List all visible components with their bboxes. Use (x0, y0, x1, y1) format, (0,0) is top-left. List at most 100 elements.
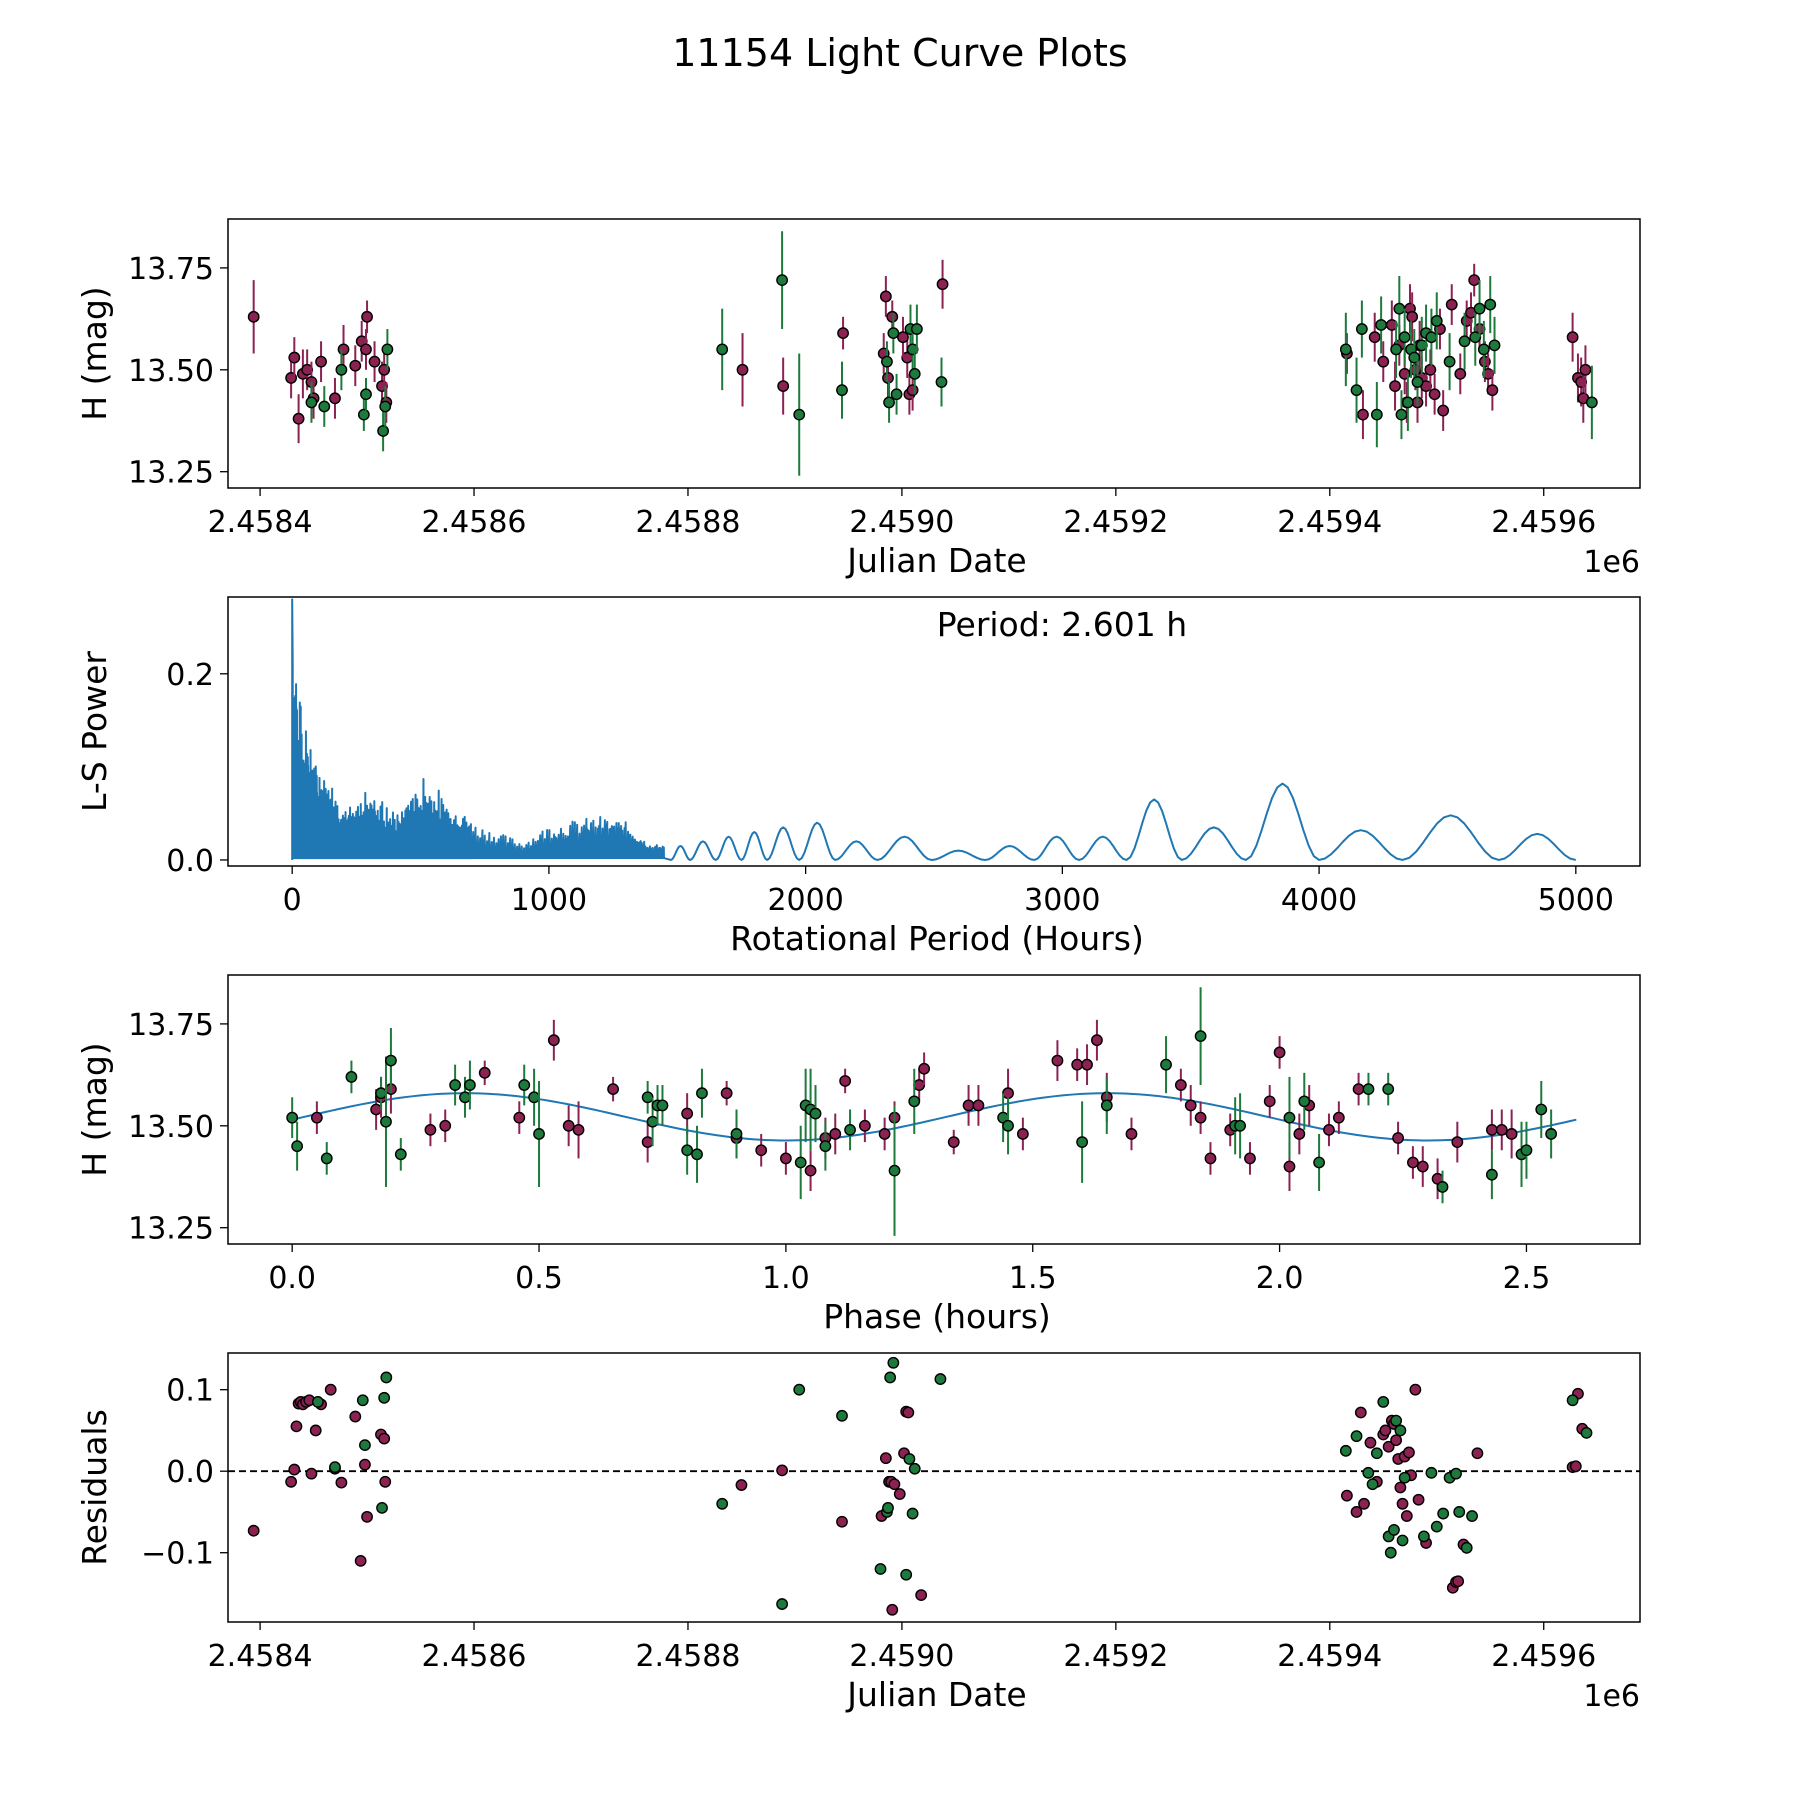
data-point (1484, 298, 1497, 311)
data-point (1091, 1034, 1103, 1047)
data-point (1204, 1152, 1217, 1165)
y-tick-label: 0.1 (166, 1374, 214, 1409)
data-point (1358, 1497, 1370, 1510)
data-point (1352, 1083, 1365, 1096)
x-tick-label: 2.4590 (849, 505, 954, 540)
data-point (755, 1144, 768, 1157)
axes-frame (227, 1352, 1641, 1623)
axes-frame (227, 596, 1641, 867)
data-point (1081, 1058, 1093, 1071)
data-point (1354, 1406, 1367, 1419)
data-point (794, 1156, 807, 1169)
data-point (381, 343, 394, 356)
data-point (1100, 1099, 1113, 1112)
x-tick-label: 2.4588 (635, 505, 740, 540)
data-point (1437, 404, 1450, 417)
x-tick-label: 5000 (1538, 883, 1614, 918)
data-point (1392, 1132, 1404, 1144)
data-point (1436, 1181, 1449, 1193)
data-point (1293, 1128, 1306, 1140)
data-point (1071, 1058, 1084, 1071)
y-axis-label: Residuals (75, 1409, 114, 1566)
data-point (357, 408, 370, 421)
data-point (1298, 1095, 1311, 1108)
data-point (1350, 384, 1363, 397)
y-tick-label: 0.0 (166, 1455, 214, 1490)
data-point (1437, 1507, 1450, 1520)
data-point (305, 1467, 318, 1480)
data-point (881, 355, 893, 368)
data-point (380, 1371, 393, 1384)
y-tick-label: 13.25 (128, 1212, 214, 1247)
x-tick-label: 1.5 (1009, 1261, 1057, 1296)
data-point (379, 400, 392, 413)
data-point (888, 1478, 901, 1491)
data-point (311, 1396, 324, 1408)
data-point (1355, 323, 1368, 335)
data-point (884, 1371, 897, 1384)
data-point (349, 359, 362, 372)
data-point (1409, 1383, 1422, 1396)
data-point (1396, 1497, 1409, 1510)
data-point (359, 1439, 371, 1452)
x-tick-label: 2.0 (1256, 1261, 1304, 1296)
data-point (908, 1462, 921, 1475)
data-point (776, 274, 789, 287)
data-point (518, 1079, 531, 1091)
data-point (777, 380, 790, 393)
data-point (1425, 1466, 1438, 1479)
data-point (361, 1510, 373, 1523)
data-point (1184, 1099, 1197, 1112)
data-point (1375, 319, 1388, 331)
data-point (882, 372, 894, 384)
data-point (528, 1091, 540, 1104)
data-point (315, 355, 327, 368)
x-tick-label: 0 (283, 883, 302, 918)
data-point (1400, 1510, 1413, 1522)
data-point (1424, 363, 1437, 376)
data-point (1362, 1083, 1375, 1096)
data-point (1393, 302, 1406, 315)
data-point (1396, 1534, 1409, 1547)
x-tick-label: 2.4592 (1063, 505, 1168, 540)
y-tick-label: 13.50 (128, 1110, 214, 1145)
data-point (1125, 1128, 1138, 1140)
data-point (1368, 331, 1381, 344)
data-point (681, 1107, 694, 1120)
data-point (360, 388, 372, 401)
data-point (882, 1501, 894, 1514)
data-point (1545, 1128, 1558, 1140)
data-point (1535, 1103, 1548, 1116)
series-magenta (247, 1383, 1589, 1616)
data-point (1430, 1520, 1443, 1533)
data-point (681, 1144, 694, 1157)
data-point (1377, 355, 1390, 368)
data-point (1379, 1424, 1392, 1437)
series-magenta (310, 1019, 1518, 1200)
data-point (804, 1164, 817, 1177)
data-point (360, 343, 372, 356)
data-point (359, 1458, 371, 1471)
data-point (1466, 1510, 1478, 1522)
y-tick-label: 13.50 (128, 354, 214, 389)
data-point (1002, 1087, 1014, 1100)
data-point (607, 1083, 619, 1096)
data-point (915, 1589, 928, 1602)
data-point (906, 1507, 919, 1520)
data-point (368, 355, 381, 368)
data-point (819, 1140, 832, 1153)
data-point (962, 1099, 975, 1112)
data-point (1505, 1128, 1518, 1140)
data-point (879, 1452, 892, 1465)
x-tick-label: 2.4594 (1277, 505, 1382, 540)
x-tick-label: 0.5 (515, 1261, 563, 1296)
data-point (1002, 1119, 1014, 1132)
x-tick-label: 2.4584 (208, 1639, 313, 1674)
data-point (291, 1140, 304, 1153)
x-tick-label: 2.4586 (422, 1639, 527, 1674)
data-point (1263, 1095, 1276, 1108)
data-point (913, 1079, 926, 1091)
data-point (1406, 310, 1419, 323)
data-point (1425, 331, 1438, 344)
data-point (1406, 1156, 1419, 1169)
